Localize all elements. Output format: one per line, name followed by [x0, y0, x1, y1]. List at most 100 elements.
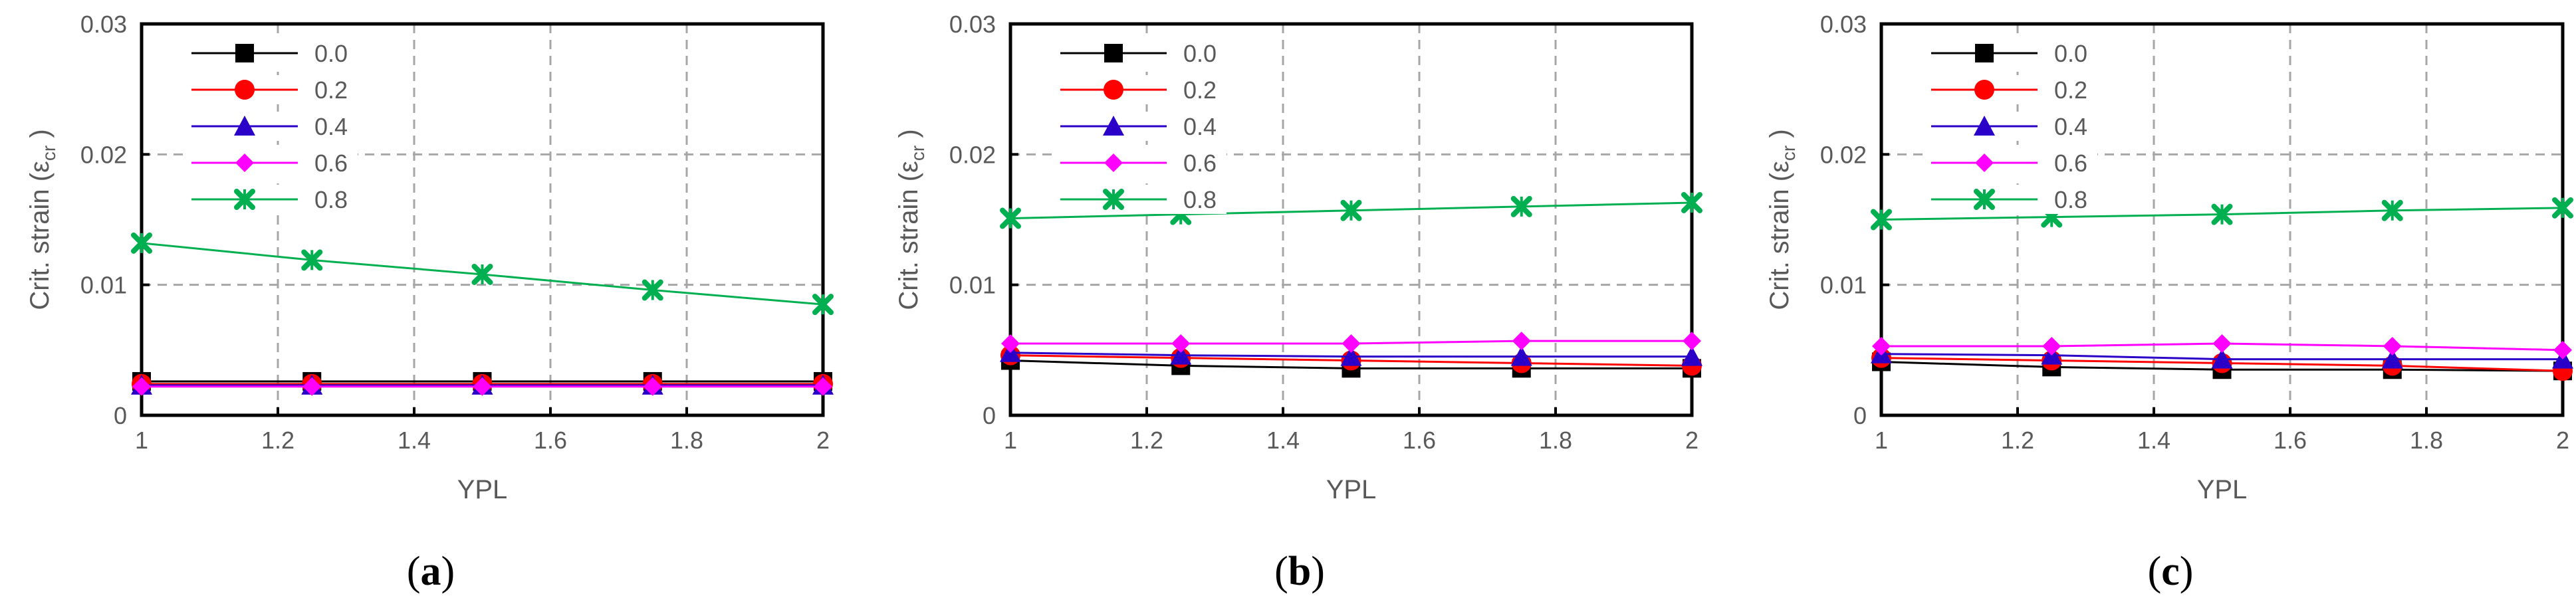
- data-point: [471, 263, 493, 285]
- data-point: [814, 377, 832, 396]
- series-0.6: [1001, 332, 1701, 354]
- x-tick-label: 1.8: [1539, 427, 1572, 454]
- data-point: [132, 377, 151, 396]
- y-axis-label: Crit. strain (εcr ): [1765, 129, 1799, 310]
- y-tick-label: 0.02: [80, 141, 127, 168]
- y-tick-label: 0: [983, 402, 996, 429]
- y-tick-label: 0.03: [1820, 11, 1867, 38]
- caption-letter: b: [1288, 549, 1311, 594]
- y-tick-label: 0.03: [80, 11, 127, 38]
- y-axis-label-close: ): [1765, 129, 1794, 145]
- data-point: [302, 377, 322, 396]
- caption-open: (: [407, 549, 421, 594]
- x-tick-label: 1.6: [534, 427, 567, 454]
- caption-letter: a: [421, 549, 441, 594]
- chart-panel-a: 1 1.2 1.4 1.6 1.8 2 0 0.01 0.02 0.03 YPL Crit. stra…: [25, 11, 834, 594]
- caption-close: ): [2180, 549, 2194, 594]
- y-tick-label: 0.02: [949, 141, 996, 168]
- x-tick-label: 1.6: [1403, 427, 1436, 454]
- data-point: [2552, 197, 2573, 219]
- caption-open: (: [1274, 549, 1288, 594]
- legend-marker: [234, 189, 255, 210]
- legend-label: 0.0: [1183, 40, 1217, 67]
- data-point: [2383, 336, 2402, 355]
- y-axis-label-subscript: cr: [907, 146, 928, 161]
- legend-label: 0.2: [2054, 76, 2087, 104]
- data-point: [2042, 336, 2061, 355]
- legend-label: 0.8: [1183, 186, 1217, 213]
- data-point: [1170, 344, 1192, 365]
- legend-marker: [234, 116, 255, 136]
- legend-label: 0.2: [1183, 76, 1217, 104]
- y-axis-label-main: Crit. strain (ε: [894, 161, 923, 310]
- data-point: [1340, 346, 1362, 366]
- data-point: [1000, 207, 1021, 229]
- data-point: [2553, 340, 2572, 359]
- legend-label: 0.4: [1183, 113, 1217, 140]
- data-point: [1342, 334, 1361, 354]
- y-axis-label-close: ): [894, 129, 923, 145]
- x-tick-label: 1.2: [2001, 427, 2034, 454]
- legend: 0.0 0.2 0.4 0.6 0.8: [185, 39, 358, 214]
- x-tick-label: 1.4: [1266, 427, 1300, 454]
- x-tick-label: 1: [1004, 427, 1017, 454]
- panel-caption: (a): [407, 549, 455, 594]
- y-axis-label-main: Crit. strain (ε: [1765, 161, 1794, 310]
- legend-label: 0.2: [314, 76, 348, 104]
- data-point: [301, 249, 323, 271]
- data-point: [1510, 346, 1532, 366]
- legend-marker: [1974, 116, 1995, 136]
- y-tick-label: 0.03: [949, 11, 996, 38]
- legend-marker: [1975, 44, 1994, 62]
- series-0.6: [132, 377, 832, 396]
- caption-close: ): [1311, 549, 1325, 594]
- legend-label: 0.8: [2054, 186, 2087, 213]
- x-tick-label: 1.2: [261, 427, 294, 454]
- data-point: [1001, 334, 1020, 354]
- caption-letter: c: [2161, 549, 2180, 594]
- legend-label: 0.6: [2054, 150, 2087, 177]
- data-point: [1512, 332, 1531, 351]
- panel-caption: (b): [1274, 549, 1325, 594]
- x-tick-label: 1.6: [2274, 427, 2307, 454]
- data-point: [643, 377, 662, 396]
- legend-marker: [1104, 44, 1123, 62]
- plot-frame: [140, 22, 825, 417]
- y-axis-label-subscript: cr: [1778, 146, 1799, 161]
- y-axis-label-main: Crit. strain (ε: [25, 161, 55, 310]
- legend-label: 0.6: [1183, 150, 1217, 177]
- x-axis-label: YPL: [2197, 475, 2248, 504]
- series-0.8: [1871, 197, 2573, 231]
- x-axis-label: YPL: [1326, 475, 1377, 504]
- data-point: [2381, 199, 2403, 221]
- series-0.6: [1872, 334, 2572, 359]
- x-tick-label: 1: [1875, 427, 1888, 454]
- legend: 0.0 0.2 0.4 0.6 0.8: [1054, 39, 1227, 214]
- legend-marker: [235, 153, 254, 172]
- legend-label: 0.0: [314, 40, 348, 67]
- data-point: [131, 232, 152, 254]
- data-point: [2211, 203, 2233, 225]
- legend-marker: [1104, 80, 1123, 100]
- data-point: [2212, 334, 2232, 354]
- data-point: [642, 279, 663, 301]
- series-0.8: [1000, 191, 1702, 229]
- chart-panel-c: 1 1.2 1.4 1.6 1.8 2 0 0.01 0.02 0.03 YPL Crit. stra…: [1765, 11, 2573, 594]
- x-tick-label: 2: [816, 427, 830, 454]
- x-tick-label: 2: [2556, 427, 2569, 454]
- data-point: [473, 377, 492, 396]
- data-point: [1510, 195, 1532, 217]
- data-point: [1871, 209, 1892, 231]
- y-tick-label: 0.02: [1820, 141, 1867, 168]
- data-point: [1872, 336, 1891, 355]
- legend-label: 0.4: [2054, 113, 2087, 140]
- y-tick-label: 0.01: [949, 272, 996, 299]
- caption-open: (: [2148, 549, 2162, 594]
- y-tick-label: 0: [114, 402, 127, 429]
- data-point: [1681, 191, 1702, 213]
- legend-marker: [1103, 189, 1124, 210]
- y-axis-label-subscript: cr: [39, 146, 59, 161]
- data-point: [1681, 346, 1702, 366]
- data-point: [2381, 348, 2403, 369]
